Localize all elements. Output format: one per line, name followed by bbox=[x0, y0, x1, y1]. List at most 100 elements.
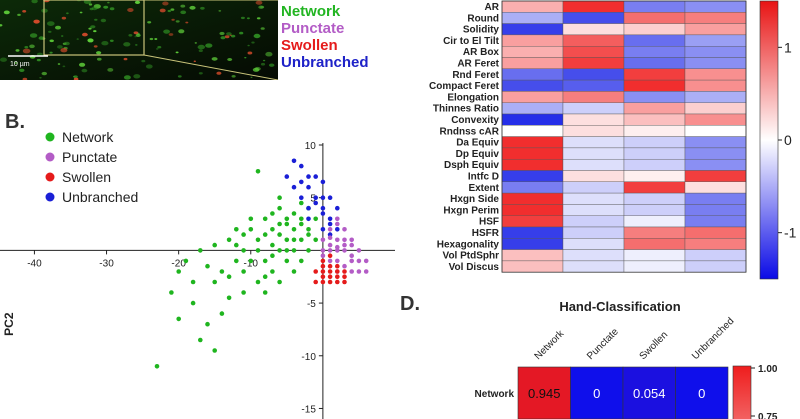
point-network bbox=[255, 248, 261, 253]
heatmap-cell bbox=[501, 68, 564, 81]
point-network bbox=[176, 269, 181, 274]
heatmap-cell bbox=[623, 181, 686, 194]
heatmap-cell bbox=[501, 0, 564, 13]
point-unbranched bbox=[299, 195, 304, 200]
legend-unbranched: Unbranched bbox=[281, 54, 369, 71]
cell-blob bbox=[97, 57, 102, 61]
heatmap-cell bbox=[623, 34, 686, 47]
point-swollen bbox=[320, 274, 326, 279]
point-network bbox=[190, 279, 196, 285]
point-network bbox=[226, 237, 232, 243]
heatmap-cell bbox=[562, 125, 625, 137]
point-network bbox=[226, 274, 232, 279]
heatmap-cell bbox=[562, 57, 625, 70]
point-unbranched bbox=[320, 195, 326, 200]
cell-blob bbox=[109, 39, 114, 42]
scatter-legend: Network Punctate Swollen Unbranched bbox=[45, 129, 138, 205]
cell-blob bbox=[247, 44, 250, 47]
point-punctate bbox=[335, 244, 340, 250]
legend-punctate: Punctate bbox=[281, 20, 345, 37]
heatmap-cell bbox=[562, 170, 625, 183]
row-label-rnd-feret: Rnd Feret bbox=[452, 70, 499, 81]
heatmap-cell bbox=[623, 158, 686, 171]
cell-blob bbox=[145, 64, 153, 69]
cell-blob bbox=[87, 38, 94, 43]
cell-blob bbox=[250, 76, 253, 78]
point-network bbox=[234, 242, 239, 248]
row-label-ar-box: AR Box bbox=[463, 47, 500, 58]
row-label-round: Round bbox=[467, 13, 499, 24]
cell-blob bbox=[198, 49, 203, 52]
cell-blob bbox=[162, 1, 169, 6]
cell-blob bbox=[93, 30, 97, 33]
point-unbranched bbox=[291, 184, 297, 190]
row-label-dp-equiv: Dp Equiv bbox=[456, 149, 500, 160]
row-label-hexagonality: Hexagonality bbox=[437, 239, 500, 250]
heatmap-cell bbox=[623, 23, 686, 36]
cell-blob bbox=[205, 43, 213, 48]
cell-blob bbox=[31, 0, 38, 4]
point-unbranched bbox=[299, 179, 304, 185]
row-label-cir-to-el-tilt: Cir to El Tilt bbox=[443, 36, 500, 47]
point-swollen bbox=[335, 274, 340, 279]
point-unbranched bbox=[306, 205, 311, 211]
point-punctate bbox=[349, 253, 355, 258]
cell-blob bbox=[0, 57, 7, 62]
cell-blob bbox=[66, 12, 69, 15]
cell-blob bbox=[260, 62, 266, 66]
point-network bbox=[291, 227, 297, 232]
point-network bbox=[198, 337, 203, 343]
row-label-hxgn-side: Hxgn Side bbox=[450, 194, 499, 205]
point-network bbox=[255, 279, 261, 285]
cell-blob bbox=[49, 51, 53, 54]
cell-blob bbox=[189, 5, 196, 10]
point-network bbox=[219, 311, 225, 316]
cell-blob bbox=[61, 35, 64, 37]
point-network bbox=[313, 216, 319, 222]
cell-blob bbox=[57, 45, 63, 49]
cell-blob bbox=[109, 7, 115, 11]
confusion-value: 0 bbox=[698, 386, 705, 401]
point-unbranched bbox=[327, 216, 333, 222]
point-network bbox=[270, 269, 275, 274]
heatmap-cell bbox=[684, 192, 747, 205]
cell-blob bbox=[251, 41, 255, 44]
panel-a-legend: Network Punctate Swollen Unbranched bbox=[281, 3, 369, 71]
cell-blob bbox=[155, 48, 159, 50]
cell-blob bbox=[239, 31, 244, 35]
cell-blob bbox=[147, 21, 152, 24]
cell-blob bbox=[101, 41, 109, 46]
row-label-extent: Extent bbox=[468, 183, 499, 194]
legend-label-punctate: Punctate bbox=[62, 149, 117, 165]
heatmap-cell bbox=[684, 238, 747, 250]
cell-blob bbox=[55, 25, 61, 30]
heatmap-cell bbox=[684, 158, 747, 171]
confusion-cell bbox=[622, 366, 676, 419]
point-network bbox=[291, 237, 297, 243]
point-unbranched bbox=[335, 205, 340, 211]
point-network bbox=[284, 258, 290, 264]
column-label-unbranched: Unbranched bbox=[690, 316, 736, 362]
cell-blob bbox=[100, 18, 107, 23]
cell-blob bbox=[49, 39, 54, 43]
point-network bbox=[262, 216, 268, 222]
point-network bbox=[262, 258, 268, 264]
confusion-value: 0.054 bbox=[633, 386, 666, 401]
colorbar-tick-label: -1 bbox=[784, 225, 797, 241]
cell-blob bbox=[175, 51, 179, 54]
row-label-vol-discus: Vol Discus bbox=[449, 262, 500, 273]
cell-blob bbox=[240, 16, 245, 20]
row-label-compact-feret: Compact Feret bbox=[429, 81, 500, 92]
point-swollen bbox=[327, 279, 333, 285]
cell-blob bbox=[194, 42, 197, 44]
heatmap-cell bbox=[684, 34, 747, 47]
cell-blob bbox=[224, 35, 230, 39]
colorbar-gradient bbox=[759, 0, 779, 280]
cell-blob bbox=[167, 9, 171, 13]
cell-blob bbox=[60, 48, 68, 53]
point-network bbox=[270, 211, 275, 216]
heatmap-cell bbox=[684, 79, 747, 92]
heatmap-cell bbox=[623, 79, 686, 92]
scatter-axes: -40 -30 -20 -10 10 5 -5 -10 -15 bbox=[0, 141, 395, 419]
